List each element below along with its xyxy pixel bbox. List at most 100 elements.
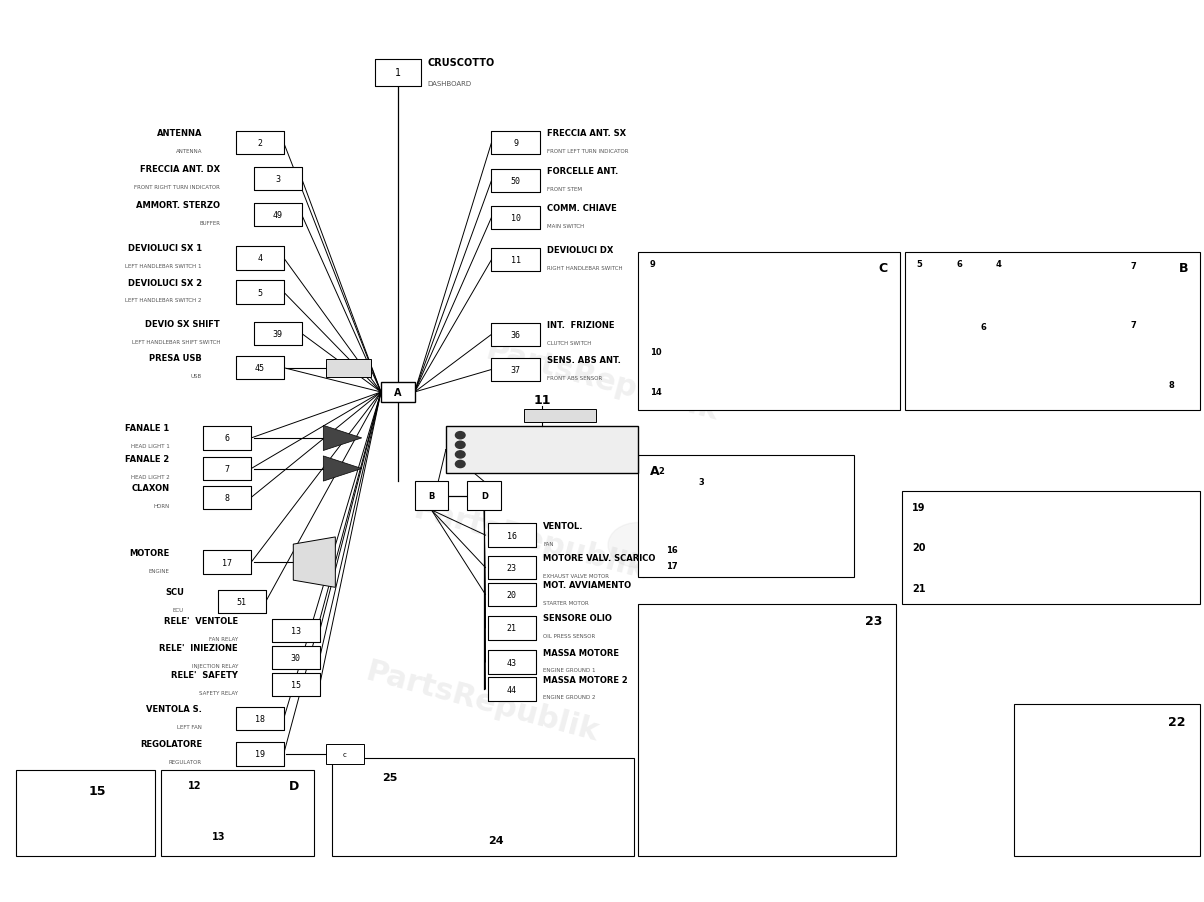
Text: LEFT HANDLEBAR SHIFT SWITCH: LEFT HANDLEBAR SHIFT SWITCH [131, 339, 220, 345]
Text: MOTORE: MOTORE [129, 548, 170, 557]
Text: 8: 8 [225, 493, 230, 502]
Text: 6: 6 [956, 260, 962, 269]
Text: C: C [879, 262, 887, 275]
Text: 21: 21 [507, 623, 517, 632]
Text: 22: 22 [1168, 715, 1186, 728]
Text: 13: 13 [290, 626, 301, 635]
Bar [638, 456, 855, 577]
Circle shape [755, 355, 822, 406]
Text: 21: 21 [911, 583, 926, 594]
Text: INT.  FRIZIONE: INT. FRIZIONE [547, 320, 614, 329]
Bar [326, 744, 364, 764]
Bar [491, 207, 539, 230]
Text: ENGINE GROUND 2: ENGINE GROUND 2 [543, 695, 596, 700]
Text: SENSORE OLIO: SENSORE OLIO [543, 613, 612, 622]
Text: FRONT LEFT TURN INDICATOR: FRONT LEFT TURN INDICATOR [547, 149, 628, 154]
Bar [254, 168, 302, 191]
Text: CRUSCOTTO: CRUSCOTTO [427, 58, 495, 68]
Bar [236, 281, 284, 305]
Bar [236, 247, 284, 271]
Text: 45: 45 [255, 364, 265, 373]
Bar [467, 482, 501, 511]
Text: 30: 30 [290, 653, 301, 662]
Text: 37: 37 [510, 365, 520, 374]
Text: HORN: HORN [153, 503, 170, 508]
Text: LEFT FAN: LEFT FAN [177, 724, 202, 730]
Text: INJECTION RELAY: INJECTION RELAY [191, 663, 238, 668]
Text: RIGHT HANDLEBAR SWITCH: RIGHT HANDLEBAR SWITCH [547, 266, 622, 271]
Text: A: A [650, 465, 660, 477]
Bar [380, 382, 414, 402]
Text: FANALE 1: FANALE 1 [125, 424, 170, 433]
Text: 23: 23 [864, 614, 881, 628]
Text: 24: 24 [488, 835, 503, 845]
Text: 39: 39 [272, 329, 283, 338]
Text: SCU: SCU [165, 588, 184, 597]
Bar [488, 557, 536, 580]
Text: 49: 49 [272, 211, 283, 220]
Text: B: B [1179, 262, 1188, 275]
Bar [491, 358, 539, 382]
Circle shape [608, 523, 668, 568]
Text: 2: 2 [659, 466, 665, 475]
Text: MOTORE VALV. SCARICO: MOTORE VALV. SCARICO [543, 554, 655, 563]
Text: 36: 36 [510, 330, 520, 339]
Bar [203, 486, 252, 510]
Bar [488, 616, 536, 640]
Text: D: D [289, 779, 300, 792]
Bar [491, 132, 539, 155]
Bar [488, 524, 536, 548]
Text: ENGINE GROUND 1: ENGINE GROUND 1 [543, 667, 596, 673]
Text: VENTOLA S.: VENTOLA S. [146, 704, 202, 713]
Bar [491, 249, 539, 272]
Text: FAN RELAY: FAN RELAY [209, 636, 238, 641]
Polygon shape [294, 538, 336, 588]
Bar [488, 650, 536, 674]
Text: MASSA MOTORE 2: MASSA MOTORE 2 [543, 675, 628, 684]
Circle shape [455, 442, 465, 449]
Text: LEFT HANDLEBAR SWITCH 2: LEFT HANDLEBAR SWITCH 2 [125, 299, 202, 303]
Text: 5: 5 [258, 289, 262, 298]
Text: 3: 3 [276, 175, 281, 184]
Text: 10: 10 [510, 214, 520, 223]
Bar [218, 591, 266, 613]
Bar [236, 707, 284, 731]
Text: 23: 23 [507, 564, 517, 573]
Text: 25: 25 [382, 772, 397, 782]
Text: VENTOL.: VENTOL. [543, 521, 584, 530]
Text: HEAD LIGHT 2: HEAD LIGHT 2 [131, 474, 170, 479]
Text: 18: 18 [255, 714, 265, 723]
Bar [203, 427, 252, 450]
Text: CLAXON: CLAXON [131, 483, 170, 492]
Text: REGULATOR: REGULATOR [169, 759, 202, 764]
Text: DEVIO SX SHIFT: DEVIO SX SHIFT [146, 319, 220, 328]
Bar [414, 482, 448, 511]
Text: PartsRepublik: PartsRepublik [483, 336, 721, 426]
Text: 10: 10 [650, 347, 662, 356]
Text: 9: 9 [650, 260, 656, 269]
Bar [161, 770, 314, 856]
Text: SENS. ABS ANT.: SENS. ABS ANT. [547, 355, 620, 364]
Text: 43: 43 [507, 658, 517, 667]
Text: AMMORT. STERZO: AMMORT. STERZO [136, 201, 220, 210]
Text: FRONT STEM: FRONT STEM [547, 187, 582, 191]
Text: 20: 20 [507, 591, 517, 599]
Bar [236, 132, 284, 155]
Text: 51: 51 [237, 597, 247, 606]
Bar [638, 253, 899, 410]
Text: ANTENNA: ANTENNA [157, 129, 202, 138]
Text: USB: USB [191, 373, 202, 379]
Text: FRECCIA ANT. SX: FRECCIA ANT. SX [547, 129, 626, 138]
Text: 6: 6 [980, 322, 986, 331]
Text: 19: 19 [911, 502, 926, 512]
Polygon shape [324, 426, 361, 451]
Text: 20: 20 [911, 543, 926, 553]
Polygon shape [324, 456, 361, 482]
Text: 6: 6 [225, 434, 230, 443]
Bar [272, 673, 320, 696]
Text: COMM. CHIAVE: COMM. CHIAVE [547, 204, 616, 213]
Text: PartsRepublik: PartsRepublik [362, 656, 602, 746]
Text: RELE'  VENTOLE: RELE' VENTOLE [164, 616, 238, 625]
Bar [1014, 704, 1200, 856]
Text: 4: 4 [996, 260, 1002, 269]
